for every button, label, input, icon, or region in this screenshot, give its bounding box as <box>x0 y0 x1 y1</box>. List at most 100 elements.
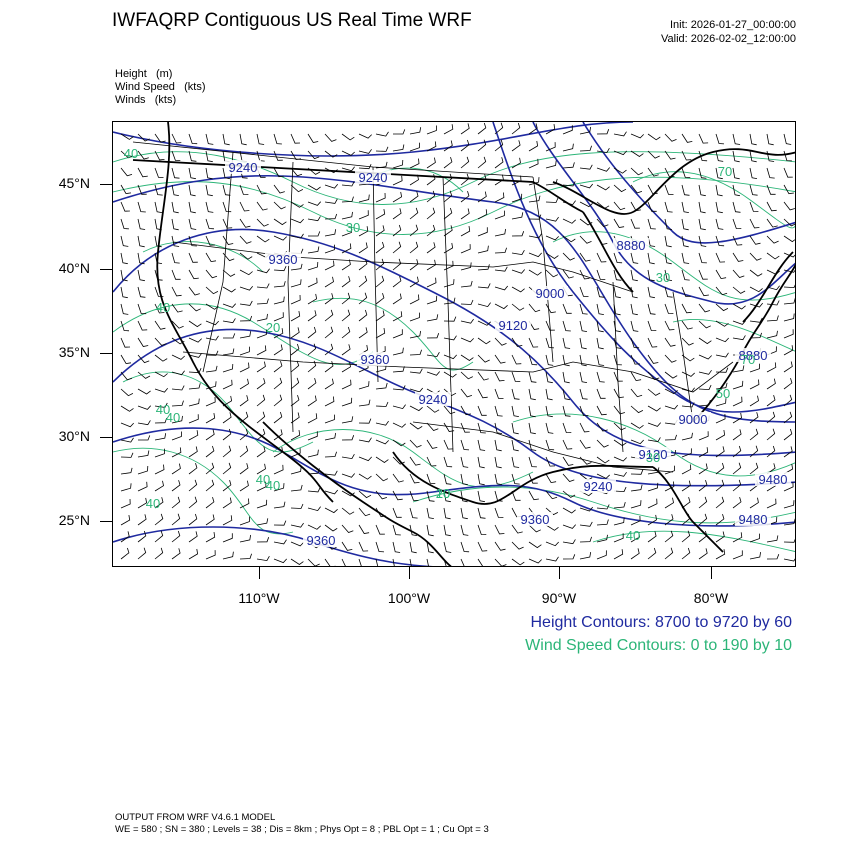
wind-barb <box>596 303 604 315</box>
wind-barb <box>154 371 168 378</box>
wind-barb <box>137 235 145 248</box>
wind-barb <box>511 541 524 550</box>
wind-barb <box>596 269 606 280</box>
wind-barb <box>749 379 760 390</box>
wind-barb <box>324 432 336 441</box>
wind-barb <box>749 332 762 339</box>
wind-barb <box>749 412 759 424</box>
wind-barb <box>579 422 590 433</box>
wind-barb <box>460 280 473 288</box>
wind-barb <box>715 462 725 475</box>
wind-barb <box>375 364 387 373</box>
wind-barb <box>171 431 182 441</box>
wind-barb <box>715 303 729 312</box>
wind-barb <box>545 269 558 278</box>
wind-barb <box>715 201 723 214</box>
wind-barb <box>749 218 760 229</box>
wind-barb <box>596 550 607 560</box>
wind-barb <box>511 231 525 237</box>
wind-barb <box>324 558 336 566</box>
wind-barb <box>222 348 235 356</box>
wind-barb <box>426 190 436 203</box>
wind-barb <box>630 371 642 382</box>
wind-barb <box>256 133 265 145</box>
wind-barb <box>290 360 300 373</box>
wind-barb <box>528 422 536 435</box>
wind-barb <box>239 480 249 492</box>
wind-barb <box>579 506 594 512</box>
wind-barb <box>732 218 742 229</box>
height-label-box <box>265 252 301 266</box>
wind-barb <box>188 548 199 560</box>
wind-barb <box>375 225 385 237</box>
wind-barb <box>698 320 711 329</box>
wind-barb <box>171 463 181 475</box>
wind-barb <box>647 320 657 331</box>
wind-barb <box>596 473 610 479</box>
wind-barb <box>630 269 638 282</box>
wind-barb <box>426 174 436 186</box>
wind-barb <box>579 145 592 152</box>
height-contour-legend: Height Contours: 8700 to 9720 by 60 <box>530 614 792 631</box>
wind-barb <box>494 422 503 434</box>
wind-barb <box>579 456 592 465</box>
wind-barb <box>239 315 253 322</box>
wind-barb <box>732 335 746 341</box>
wind-barb <box>528 158 539 169</box>
wind-barb <box>273 201 286 210</box>
wind-barb <box>188 462 198 475</box>
wind-barb <box>154 303 165 314</box>
wind-barb <box>341 211 353 220</box>
wind-barb <box>341 150 355 156</box>
wind-barb <box>579 235 592 244</box>
wind-barb <box>749 302 764 308</box>
wind-contour-label: 30 <box>656 270 670 285</box>
wind-barb <box>426 507 434 519</box>
wind-barb <box>443 371 457 378</box>
wind-barb <box>188 383 201 390</box>
wind-barb <box>698 447 709 458</box>
wind-barb <box>120 483 132 492</box>
wind-barb <box>239 252 253 260</box>
wind-barb <box>171 201 179 214</box>
wind-barb <box>171 400 184 407</box>
wind-barb <box>409 507 418 519</box>
wind-barb <box>494 439 502 452</box>
wind-barb <box>766 394 776 407</box>
wind-barb <box>256 218 269 227</box>
wind-barb <box>171 218 179 231</box>
wind-barb <box>273 520 287 526</box>
wind-barb <box>205 462 215 475</box>
wind-barb <box>443 156 453 169</box>
wind-barb <box>188 531 198 543</box>
wind-barb <box>205 269 218 279</box>
wind-barb <box>307 277 318 288</box>
wind-barb <box>579 303 588 315</box>
wind-barb <box>698 286 709 297</box>
wind-barbs <box>120 122 795 566</box>
wind-barb <box>341 344 351 356</box>
wind-barb <box>358 149 372 154</box>
wind-barb <box>120 467 133 475</box>
wind-barb <box>596 354 605 366</box>
wind-barb <box>460 354 474 361</box>
wind-barb <box>545 473 557 484</box>
lon-tick <box>559 567 560 579</box>
wind-barb <box>273 296 285 305</box>
wind-barb <box>732 320 747 325</box>
height-contour-label: 9120 <box>639 447 668 462</box>
wind-barb <box>375 328 386 339</box>
wind-barb <box>664 303 674 314</box>
wind-barb <box>188 430 199 441</box>
wind-barb <box>460 337 474 343</box>
height-label-box <box>532 286 568 300</box>
wind-barb <box>647 252 655 265</box>
wind-barb <box>188 184 196 197</box>
wind-barb <box>766 133 774 146</box>
wind-barb <box>409 387 424 393</box>
wind-barb <box>681 513 691 526</box>
wind-barb <box>239 235 252 244</box>
wind-barb <box>494 228 506 237</box>
wind-barb <box>120 388 134 397</box>
wind-barb <box>630 548 640 560</box>
